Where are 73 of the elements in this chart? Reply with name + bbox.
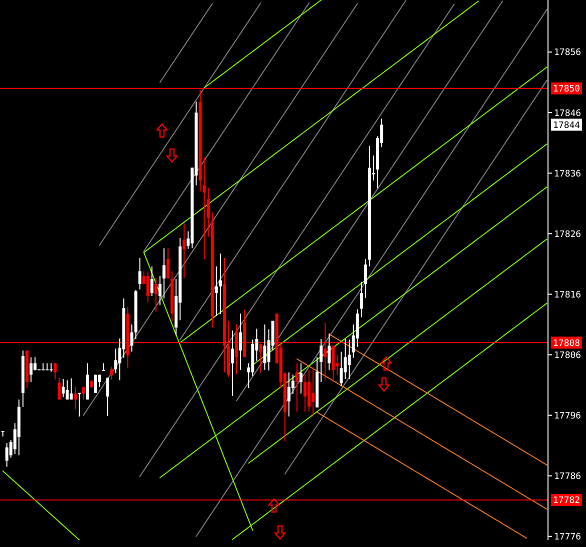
candlestick	[5, 442, 8, 468]
candlestick	[360, 282, 363, 318]
candlestick	[146, 270, 150, 303]
y-tick-label: 17786	[554, 472, 582, 482]
y-tick-label: 17846	[554, 108, 582, 119]
candlestick	[202, 156, 206, 260]
y-tick-label: 17806	[554, 350, 582, 361]
candlestick	[114, 348, 118, 374]
candlestick	[54, 362, 57, 380]
candlestick	[46, 362, 49, 370]
line-series	[204, 0, 322, 88]
candlestick	[340, 351, 343, 387]
candlestick	[106, 377, 110, 416]
y-tick-label: 17826	[554, 230, 582, 240]
candlestick	[74, 386, 77, 410]
y-tick-label: 17776	[554, 532, 582, 543]
candlestick	[364, 258, 367, 298]
line-series	[139, 4, 455, 477]
candlestick	[182, 222, 186, 278]
candlestick	[206, 187, 210, 238]
line-series	[159, 3, 213, 83]
candlestick	[304, 374, 307, 412]
candlestick	[154, 277, 158, 312]
candlestick	[138, 257, 142, 290]
candlestick	[110, 366, 114, 380]
ref-line-label: 17850	[553, 84, 580, 95]
line-series	[248, 238, 548, 464]
candlestick	[312, 366, 315, 417]
candlestick	[34, 356, 37, 371]
ref-line-label: 17782	[553, 496, 580, 506]
candlestick	[320, 338, 323, 382]
candlestick	[30, 356, 33, 382]
line-series	[82, 3, 358, 416]
line-series	[2, 470, 80, 540]
line-series	[99, 2, 262, 246]
candlestick	[328, 333, 331, 370]
candlestick	[150, 266, 154, 297]
candlestick	[42, 362, 45, 370]
line-series	[196, 9, 548, 537]
candlestick	[344, 338, 347, 380]
y-tick-label: 17836	[554, 169, 582, 180]
line-series	[180, 0, 406, 340]
candlestick	[263, 324, 266, 370]
candlestick	[162, 248, 166, 299]
candlestick	[348, 339, 351, 380]
candlestick	[66, 380, 69, 400]
candlestick	[218, 253, 222, 315]
candlestick	[78, 392, 81, 417]
y-tick-label: 17816	[554, 290, 582, 300]
candlestick	[299, 362, 302, 394]
line-series	[236, 0, 503, 402]
candlestick	[295, 362, 298, 412]
candlestick	[70, 378, 73, 400]
candlestick	[62, 378, 65, 398]
candlestick	[239, 313, 242, 370]
candlestick	[158, 276, 162, 306]
y-tick-label: 17856	[554, 48, 582, 58]
candlestick	[287, 372, 290, 417]
candlestick	[130, 324, 134, 352]
ref-line-label: 17808	[553, 338, 580, 349]
candlestick	[166, 248, 170, 279]
candlestick	[82, 386, 85, 400]
line-series	[316, 412, 528, 539]
line-series	[284, 80, 548, 475]
annotation: 17844	[553, 120, 580, 131]
line-series	[328, 334, 548, 466]
candlestick	[58, 377, 61, 400]
line-series	[296, 358, 548, 510]
y-tick-label: 17796	[554, 411, 582, 422]
candlestick	[214, 266, 218, 317]
candlestick	[230, 330, 234, 396]
line-series	[143, 2, 310, 252]
candlestick	[102, 362, 106, 371]
